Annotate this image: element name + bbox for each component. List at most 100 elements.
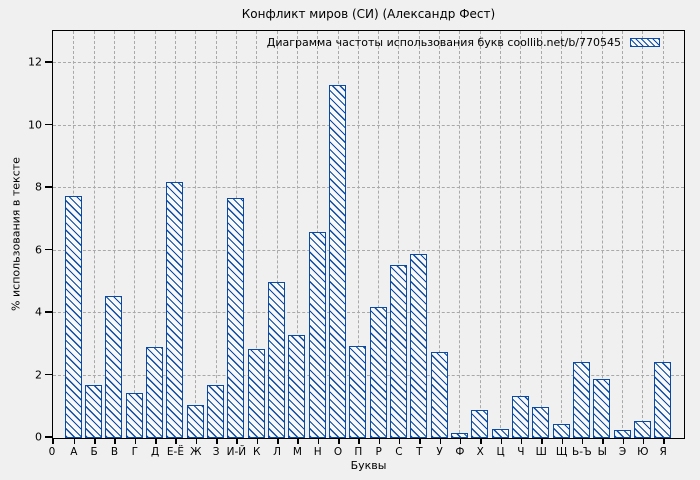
x-tick (663, 439, 665, 444)
x-tick (195, 439, 198, 444)
y-tick-label: 10 (28, 118, 42, 132)
x-tick (134, 439, 137, 444)
x-tick (480, 439, 482, 444)
x-tick (500, 439, 503, 444)
y-tick-label: 2 (35, 368, 42, 382)
x-tick-label: Т (416, 446, 423, 458)
bar-Ы (593, 378, 611, 438)
x-gridline (378, 31, 380, 438)
bar-Л (268, 281, 286, 438)
bar-Р (369, 306, 387, 438)
x-gridline (540, 31, 542, 438)
bar-Е-Ё (166, 181, 184, 438)
x-tick (297, 439, 299, 444)
bar-Я (654, 361, 672, 438)
x-tick-label: Р (375, 446, 382, 458)
x-gridline (113, 31, 115, 438)
bar-О (329, 85, 347, 438)
x-tick-label: Э (618, 446, 627, 458)
x-gridline (296, 31, 298, 438)
x-tick (378, 439, 381, 444)
x-tick-label: Ф (455, 446, 465, 458)
bar-Ф (450, 433, 468, 438)
x-gridline (134, 31, 136, 438)
x-tick (561, 439, 564, 444)
bar-Ж (186, 405, 204, 438)
x-tick (236, 439, 238, 444)
x-tick (256, 439, 259, 444)
y-tick (45, 248, 52, 251)
x-tick (358, 439, 360, 444)
x-tick-label: П (354, 446, 363, 458)
x-gridline (500, 31, 502, 438)
x-tick-label: М (292, 446, 302, 458)
x-tick-label: С (395, 446, 403, 458)
x-tick-label: И-Й (226, 446, 247, 458)
bar-Ь-Ъ (572, 361, 590, 438)
y-gridline (53, 374, 684, 376)
x-gridline (154, 31, 156, 438)
x-tick-label: К (252, 446, 261, 458)
x-gridline (215, 31, 217, 438)
legend: Диаграмма частоты использования букв coo… (267, 36, 660, 49)
y-gridline (53, 249, 684, 251)
x-tick (175, 439, 177, 444)
x-tick (216, 439, 218, 444)
bar-И-Й (227, 197, 245, 438)
x-tick (419, 439, 421, 444)
x-tick (581, 439, 584, 444)
x-tick (73, 439, 76, 444)
x-tick-label: Х (476, 446, 484, 458)
x-gridline (581, 31, 583, 438)
x-gridline (398, 31, 400, 438)
y-gridline (53, 62, 684, 64)
x-tick-label: Ц (496, 446, 505, 458)
x-tick-label: Ю (637, 446, 649, 458)
y-tick (45, 61, 52, 63)
x-tick (622, 439, 625, 444)
plot-area: Диаграмма частоты использования букв coo… (52, 30, 685, 439)
x-gridline (256, 31, 258, 438)
x-tick-label: О (333, 446, 343, 458)
y-tick-label: 6 (35, 243, 42, 257)
x-tick-label: Я (659, 446, 667, 458)
x-gridline (459, 31, 461, 438)
bar-Ш (532, 406, 550, 438)
y-tick (45, 186, 52, 188)
bar-Ц (491, 428, 509, 438)
y-tick-label: 12 (28, 55, 42, 69)
x-tick (439, 439, 442, 444)
x-tick-label: Ы (597, 446, 607, 458)
x-origin-label: 0 (48, 446, 56, 458)
bar-Т (410, 253, 428, 438)
x-tick-label: А (70, 446, 78, 458)
y-tick (45, 123, 52, 126)
bar-У (430, 352, 448, 438)
x-tick-label: Ж (190, 446, 202, 458)
bar-М (288, 334, 306, 438)
y-tick (45, 311, 52, 313)
y-tick-label: 4 (35, 305, 42, 319)
x-tick-label: У (436, 446, 443, 458)
y-tick (45, 436, 52, 438)
x-gridline (195, 31, 197, 438)
x-tick-label: Ш (535, 446, 547, 458)
x-tick-label: Ч (517, 446, 525, 458)
chart-title: Конфликт миров (СИ) (Александр Фест) (241, 7, 496, 21)
bar-Ю (633, 420, 651, 438)
x-gridline (479, 31, 481, 438)
bar-Г (125, 392, 143, 438)
x-tick (642, 439, 645, 444)
x-gridline (357, 31, 359, 438)
x-gridline (276, 31, 278, 438)
x-tick (52, 439, 54, 444)
bar-Щ (552, 423, 570, 438)
x-tick-label: Щ (555, 446, 568, 458)
x-gridline (662, 31, 664, 438)
bar-З (207, 384, 225, 438)
bar-С (389, 264, 407, 438)
x-gridline (418, 31, 420, 438)
y-tick-label: 0 (35, 430, 42, 444)
legend-label: Диаграмма частоты использования букв coo… (266, 36, 621, 49)
y-tick-label: 8 (35, 180, 42, 194)
